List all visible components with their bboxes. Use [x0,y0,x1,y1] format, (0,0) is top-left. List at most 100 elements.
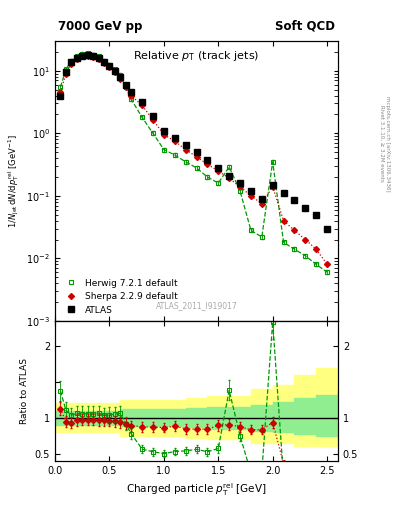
Sherpa 2.2.9 default [64,71,68,77]
ATLAS [123,81,128,88]
ATLAS [270,182,275,188]
Sherpa 2.2.9 default [102,59,107,66]
Text: mcplots.cern.ch [arXiv:1306.3436]: mcplots.cern.ch [arXiv:1306.3436] [385,96,390,191]
Sherpa 2.2.9 default [96,56,101,62]
Text: 7000 GeV pp: 7000 GeV pp [58,19,142,33]
Sherpa 2.2.9 default [227,175,231,181]
Sherpa 2.2.9 default [248,193,253,199]
Sherpa 2.2.9 default [151,117,155,123]
Sherpa 2.2.9 default [325,261,329,267]
Sherpa 2.2.9 default [118,76,123,82]
Sherpa 2.2.9 default [194,154,199,160]
ATLAS [238,180,242,186]
ATLAS [248,188,253,194]
Herwig 7.2.1 default [102,58,107,64]
ATLAS [227,173,231,179]
Y-axis label: $1/N_\mathrm{jet}\,\mathrm{d}N/\mathrm{d}p_\mathrm{T}^\mathrm{rel}\ [\mathrm{GeV: $1/N_\mathrm{jet}\,\mathrm{d}N/\mathrm{d… [6,134,20,228]
Herwig 7.2.1 default [85,50,90,56]
Sherpa 2.2.9 default [91,54,95,60]
Herwig 7.2.1 default [314,261,319,267]
Sherpa 2.2.9 default [238,184,242,190]
Legend: Herwig 7.2.1 default, Sherpa 2.2.9 default, ATLAS: Herwig 7.2.1 default, Sherpa 2.2.9 defau… [59,276,179,316]
Herwig 7.2.1 default [107,61,112,68]
ATLAS [80,53,84,59]
Line: ATLAS: ATLAS [57,52,330,231]
Sherpa 2.2.9 default [314,246,319,252]
Sherpa 2.2.9 default [162,132,166,138]
Sherpa 2.2.9 default [173,138,177,144]
Herwig 7.2.1 default [292,246,297,252]
Sherpa 2.2.9 default [80,53,84,59]
Text: ATLAS_2011_I919017: ATLAS_2011_I919017 [156,301,237,310]
Herwig 7.2.1 default [140,114,145,120]
Herwig 7.2.1 default [194,165,199,171]
Herwig 7.2.1 default [205,174,210,180]
ATLAS [183,142,188,148]
Sherpa 2.2.9 default [74,56,79,62]
Sherpa 2.2.9 default [292,227,297,233]
ATLAS [292,197,297,203]
ATLAS [259,196,264,202]
Sherpa 2.2.9 default [85,53,90,59]
Herwig 7.2.1 default [112,67,117,73]
Sherpa 2.2.9 default [259,201,264,207]
ATLAS [74,55,79,61]
ATLAS [118,74,123,80]
ATLAS [58,93,63,99]
X-axis label: Charged particle $p_\mathrm{T}^\mathrm{rel}$ [GeV]: Charged particle $p_\mathrm{T}^\mathrm{r… [126,481,267,498]
Herwig 7.2.1 default [216,180,220,186]
ATLAS [194,149,199,155]
Sherpa 2.2.9 default [216,168,220,174]
ATLAS [85,52,90,58]
Herwig 7.2.1 default [227,164,231,170]
Sherpa 2.2.9 default [112,69,117,75]
ATLAS [91,53,95,59]
Sherpa 2.2.9 default [281,218,286,224]
Herwig 7.2.1 default [118,72,123,78]
Sherpa 2.2.9 default [58,90,63,96]
ATLAS [303,204,308,210]
Sherpa 2.2.9 default [205,161,210,167]
ATLAS [129,90,134,96]
Sherpa 2.2.9 default [107,64,112,70]
Herwig 7.2.1 default [96,53,101,59]
Herwig 7.2.1 default [325,269,329,275]
Herwig 7.2.1 default [173,152,177,158]
Sherpa 2.2.9 default [69,60,74,67]
Sherpa 2.2.9 default [270,184,275,190]
ATLAS [173,135,177,141]
Herwig 7.2.1 default [259,234,264,240]
Sherpa 2.2.9 default [183,146,188,153]
ATLAS [314,211,319,218]
Sherpa 2.2.9 default [123,84,128,90]
Herwig 7.2.1 default [248,227,253,233]
Herwig 7.2.1 default [151,130,155,136]
Sherpa 2.2.9 default [303,237,308,243]
Herwig 7.2.1 default [183,159,188,165]
Line: Herwig 7.2.1 default: Herwig 7.2.1 default [58,51,329,274]
Line: Sherpa 2.2.9 default: Sherpa 2.2.9 default [59,54,329,266]
Herwig 7.2.1 default [64,67,68,73]
ATLAS [151,113,155,119]
Herwig 7.2.1 default [281,239,286,245]
Herwig 7.2.1 default [74,53,79,59]
Text: Soft QCD: Soft QCD [275,19,335,33]
Herwig 7.2.1 default [303,253,308,259]
ATLAS [205,157,210,163]
Herwig 7.2.1 default [123,84,128,90]
ATLAS [107,63,112,69]
ATLAS [162,127,166,134]
ATLAS [64,69,68,75]
Sherpa 2.2.9 default [129,93,134,99]
Herwig 7.2.1 default [238,188,242,194]
Text: Rivet 3.1.10, ≥ 3.2M events: Rivet 3.1.10, ≥ 3.2M events [379,105,384,182]
Herwig 7.2.1 default [69,58,74,64]
ATLAS [281,190,286,196]
Herwig 7.2.1 default [80,51,84,57]
ATLAS [325,225,329,231]
Herwig 7.2.1 default [91,52,95,58]
ATLAS [112,68,117,74]
ATLAS [216,165,220,171]
Herwig 7.2.1 default [162,146,166,153]
ATLAS [96,55,101,61]
